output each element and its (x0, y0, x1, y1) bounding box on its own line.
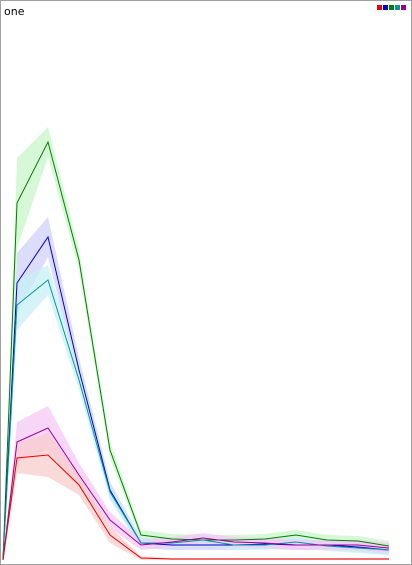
legend-swatch (395, 5, 400, 10)
band (3, 127, 389, 560)
legend-swatch (383, 5, 388, 10)
band (3, 433, 389, 560)
line (2, 427, 390, 561)
legend-swatch (401, 5, 406, 10)
band (3, 265, 389, 560)
chart-title: one (4, 5, 25, 18)
legend-swatch (377, 5, 382, 10)
band (3, 217, 389, 560)
legend-swatch (389, 5, 394, 10)
line (2, 454, 389, 561)
